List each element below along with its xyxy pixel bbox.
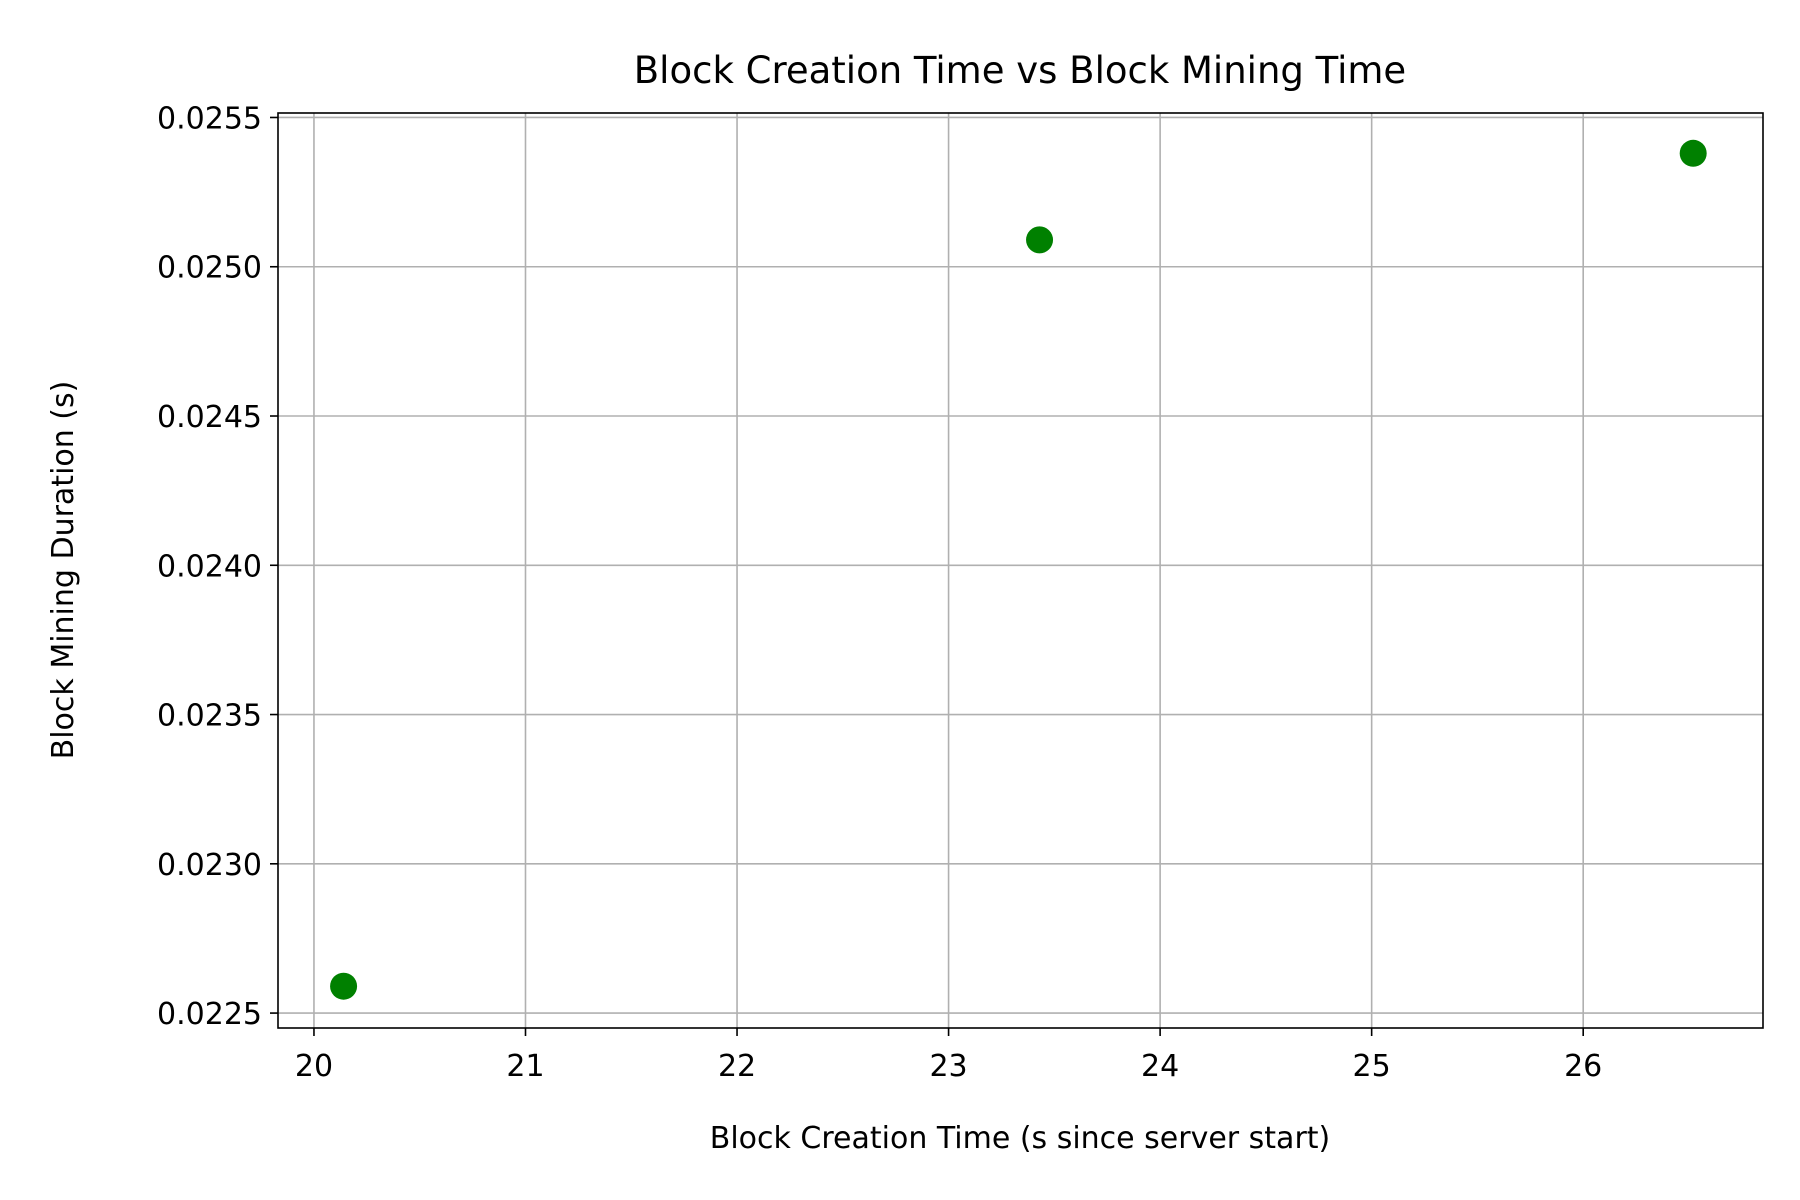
- data-point: [330, 972, 358, 1000]
- plot-area: [278, 113, 1763, 1028]
- y-tick-label: 0.0235: [157, 699, 262, 734]
- x-tick-label: 26: [1564, 1049, 1602, 1084]
- x-axis-label: Block Creation Time (s since server star…: [710, 1121, 1331, 1156]
- y-tick-label: 0.0240: [157, 549, 262, 584]
- grid: [278, 113, 1763, 1028]
- data-point: [1026, 226, 1054, 254]
- x-tick-label: 21: [506, 1049, 544, 1084]
- plot-frame: [277, 112, 1764, 1029]
- y-tick-label: 0.0250: [157, 251, 262, 286]
- data-point: [1679, 139, 1707, 167]
- y-tick-label: 0.0230: [157, 848, 262, 883]
- axis-ticks: 20 21 22 23 24 25 26 0.0225 0.0230 0.0235 0.0240 0.…: [157, 101, 1602, 1084]
- x-tick-label: 22: [718, 1049, 756, 1084]
- x-tick-label: 25: [1353, 1049, 1391, 1084]
- chart-title: Block Creation Time vs Block Mining Time: [634, 49, 1406, 92]
- x-tick-label: 20: [295, 1049, 333, 1084]
- y-tick-label: 0.0255: [157, 101, 262, 136]
- y-axis-label: Block Mining Duration (s): [46, 381, 81, 760]
- data-points: [330, 139, 1707, 1000]
- x-tick-label: 23: [929, 1049, 967, 1084]
- y-tick-label: 0.0225: [157, 997, 262, 1032]
- y-tick-label: 0.0245: [157, 400, 262, 435]
- x-tick-label: 24: [1141, 1049, 1179, 1084]
